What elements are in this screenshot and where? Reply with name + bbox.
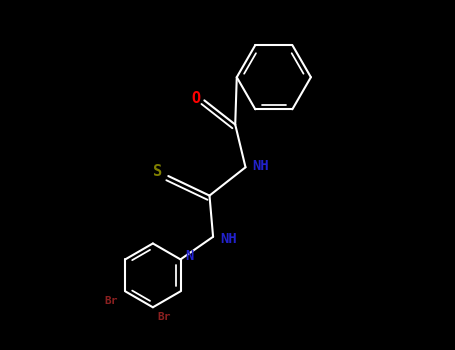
Text: Br: Br: [104, 296, 117, 306]
Text: Br: Br: [157, 312, 171, 322]
Text: NH: NH: [220, 232, 237, 246]
Text: N: N: [186, 249, 194, 263]
Text: NH: NH: [253, 159, 269, 173]
Text: O: O: [191, 91, 200, 106]
Text: S: S: [153, 164, 162, 180]
